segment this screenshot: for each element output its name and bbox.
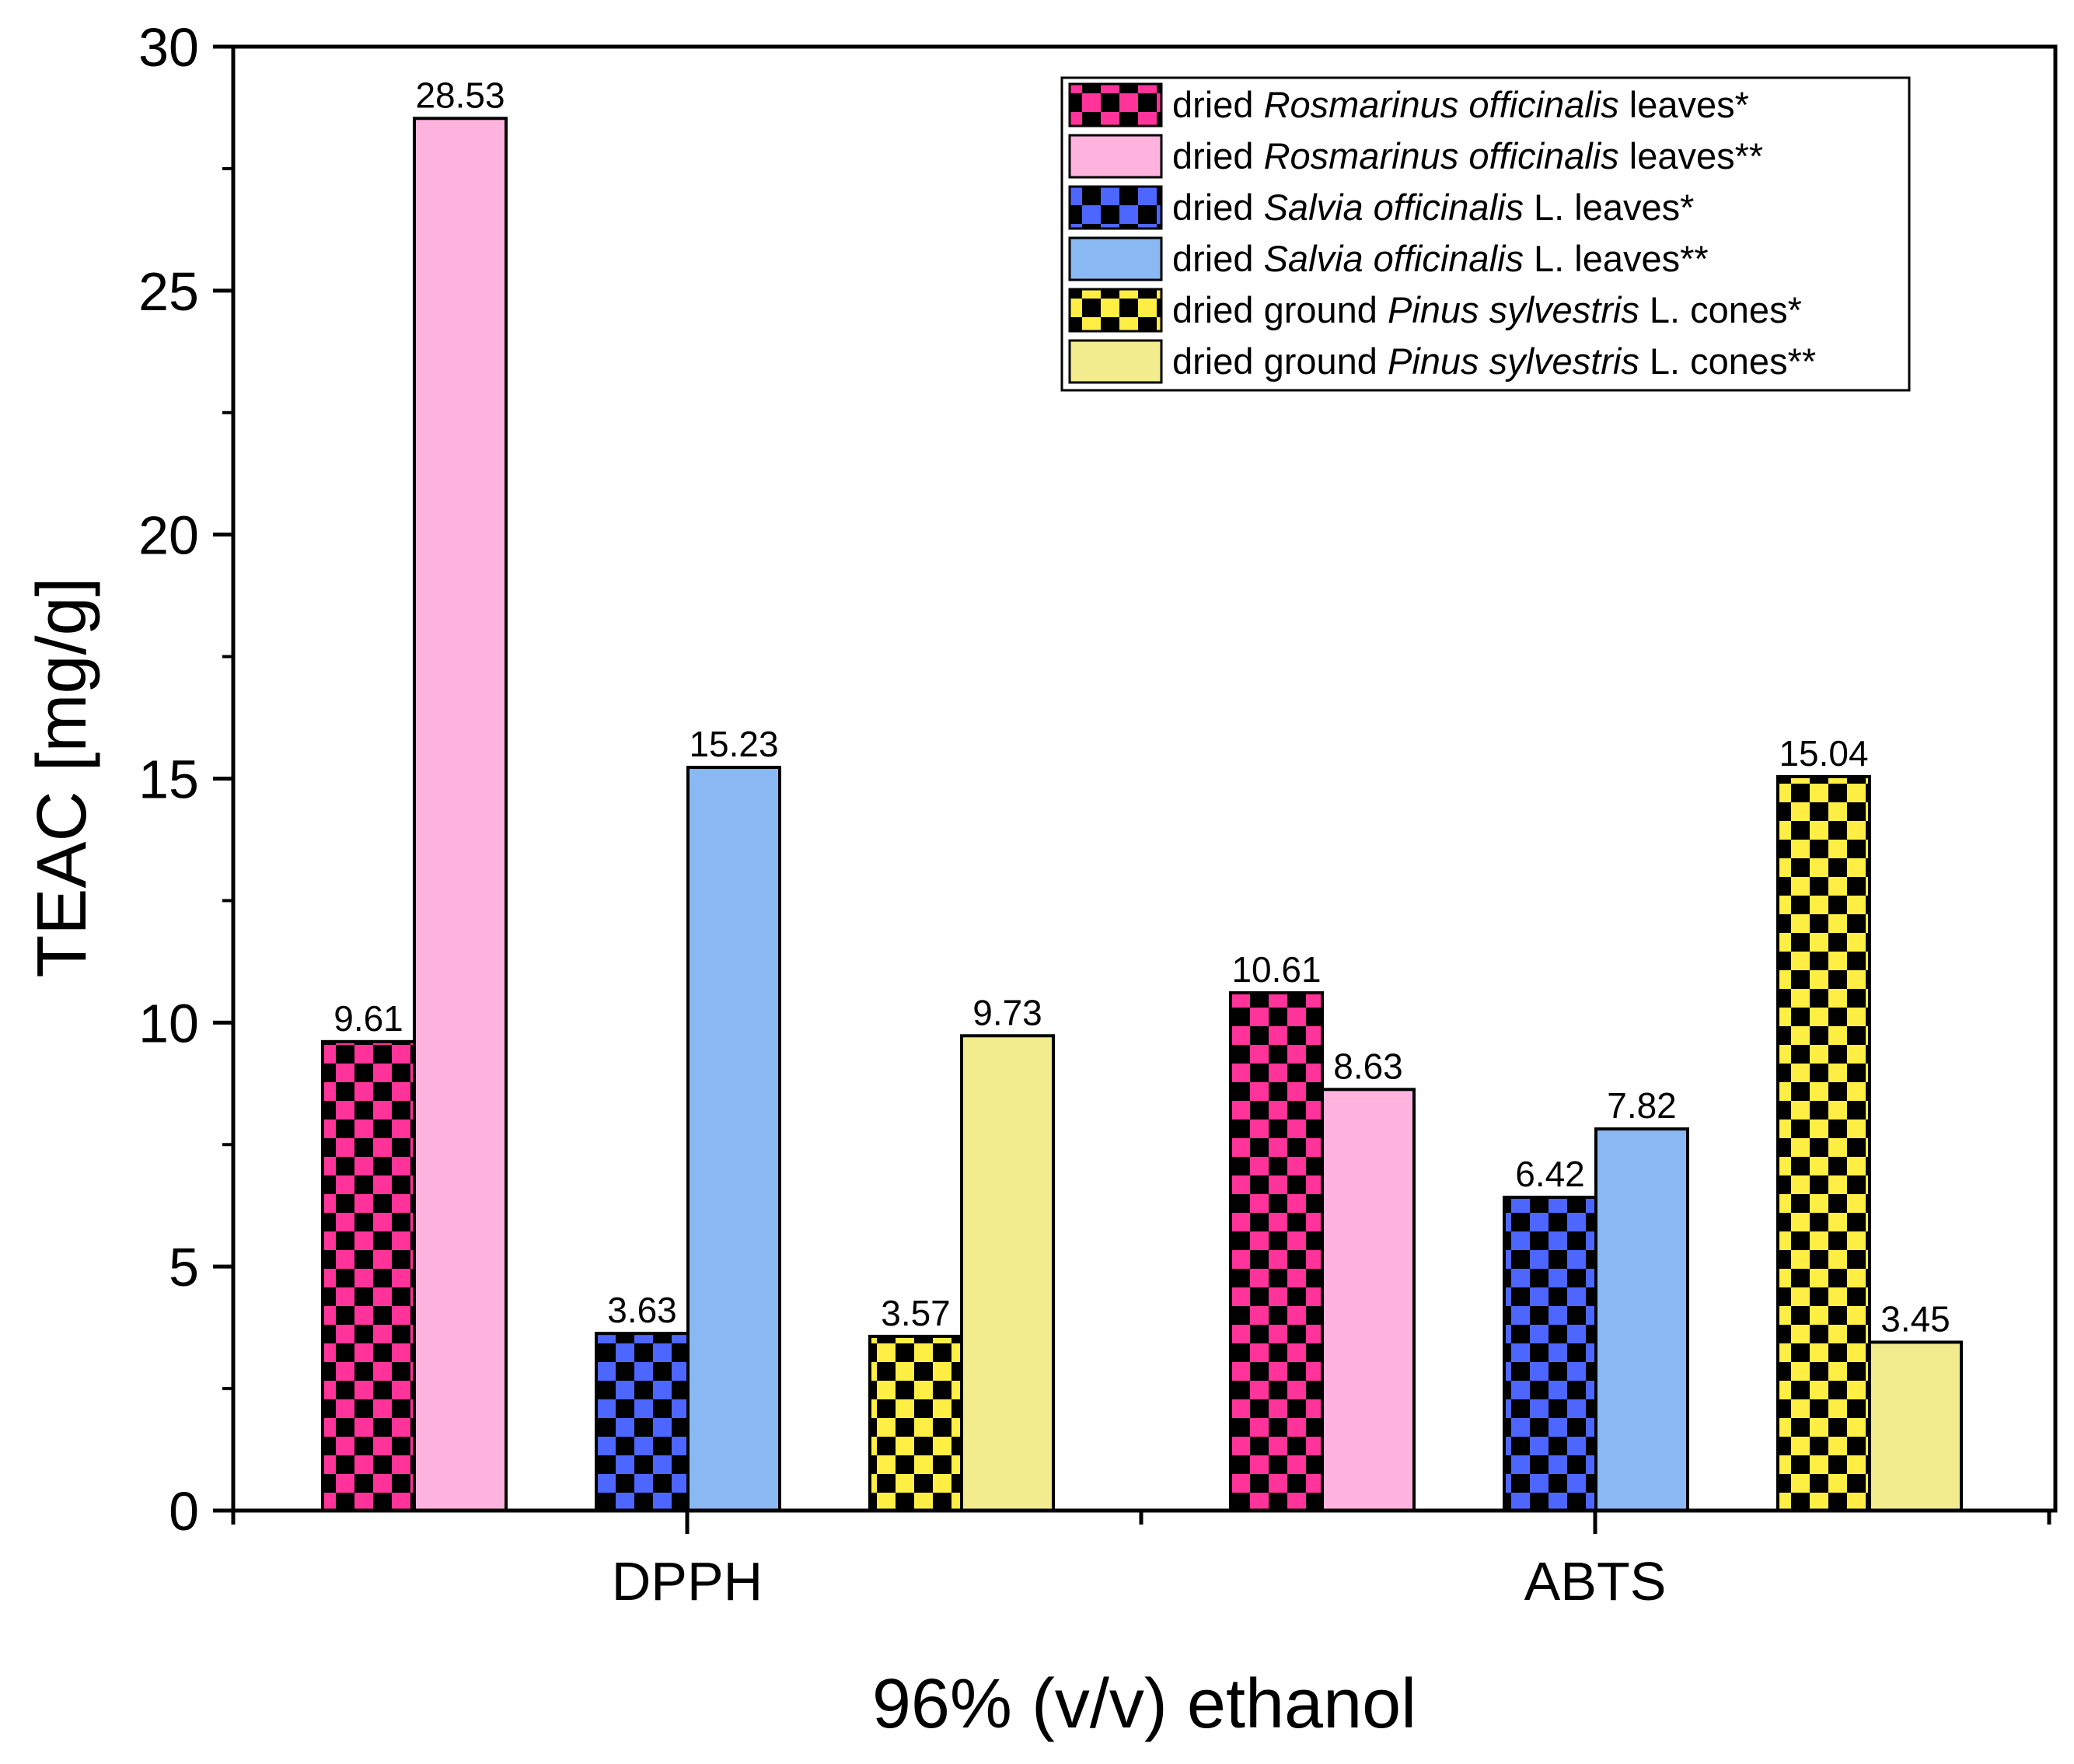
bar-dpph-series-1 bbox=[321, 1039, 416, 1513]
y-tick-label: 25 bbox=[138, 261, 199, 322]
data-label-dpph-series-3: 3.63 bbox=[607, 1290, 677, 1330]
y-tick-label: 20 bbox=[138, 505, 199, 566]
y-tick-label: 30 bbox=[138, 17, 199, 78]
data-label-abts-series-5: 15.04 bbox=[1779, 733, 1868, 774]
y-tick-label: 15 bbox=[138, 749, 199, 810]
legend-swatch-5 bbox=[1068, 288, 1163, 333]
y-tick-label: 10 bbox=[138, 993, 199, 1053]
x-tick-label-dpph: DPPH bbox=[612, 1551, 763, 1612]
bar-abts-series-2 bbox=[1321, 1088, 1416, 1512]
legend-label-4: dried Salvia officinalis L. leaves** bbox=[1172, 238, 1709, 279]
bar-dpph-series-2 bbox=[413, 117, 508, 1513]
bar-dpph-series-5 bbox=[868, 1334, 963, 1512]
bar-dpph-series-6 bbox=[960, 1034, 1055, 1512]
legend-label-3: dried Salvia officinalis L. leaves* bbox=[1172, 187, 1694, 228]
legend-label-6: dried ground Pinus sylvestris L. cones** bbox=[1172, 341, 1816, 382]
legend-swatch-4 bbox=[1068, 236, 1163, 281]
x-tick-label-abts: ABTS bbox=[1524, 1551, 1667, 1612]
legend-swatch-2 bbox=[1068, 134, 1163, 179]
bar-abts-series-6 bbox=[1868, 1340, 1963, 1512]
bar-abts-series-4 bbox=[1594, 1127, 1689, 1512]
data-label-dpph-series-4: 15.23 bbox=[689, 724, 778, 764]
bars-layer bbox=[321, 117, 1963, 1513]
legend: dried Rosmarinus officinalis leaves* drie… bbox=[1060, 76, 1911, 392]
bar-abts-series-3 bbox=[1503, 1196, 1597, 1512]
bar-abts-series-1 bbox=[1229, 991, 1324, 1512]
data-label-dpph-series-2: 28.53 bbox=[415, 75, 505, 115]
legend-box bbox=[1060, 76, 1911, 392]
data-labels-layer: 9.61 28.53 3.63 15.23 3.57 9.73 10.61 8.63 6.42 7… bbox=[333, 75, 1950, 1339]
data-label-dpph-series-5: 3.57 bbox=[881, 1293, 951, 1333]
legend-swatch-3 bbox=[1068, 185, 1163, 230]
legend-label-1: dried Rosmarinus officinalis leaves* bbox=[1172, 84, 1749, 125]
data-label-abts-series-3: 6.42 bbox=[1515, 1154, 1585, 1194]
legend-label-5: dried ground Pinus sylvestris L. cones* bbox=[1172, 289, 1802, 330]
legend-swatch-1 bbox=[1068, 82, 1163, 127]
y-tick-label: 5 bbox=[169, 1237, 199, 1298]
bar-abts-series-5 bbox=[1776, 774, 1871, 1512]
y-tick-label: 0 bbox=[169, 1481, 199, 1542]
data-label-abts-series-6: 3.45 bbox=[1880, 1298, 1950, 1339]
legend-swatch-6 bbox=[1068, 339, 1163, 384]
y-axis-title: TEAC [mg/g] bbox=[23, 577, 101, 977]
data-label-abts-series-2: 8.63 bbox=[1333, 1046, 1403, 1086]
legend-label-2: dried Rosmarinus officinalis leaves** bbox=[1172, 135, 1763, 176]
ticks-layer: 0 5 10 15 20 25 30 DPPH ABTS bbox=[138, 17, 2051, 1612]
data-label-dpph-series-6: 9.73 bbox=[972, 992, 1042, 1032]
data-label-dpph-series-1: 9.61 bbox=[333, 998, 403, 1039]
bar-dpph-series-4 bbox=[686, 766, 781, 1512]
data-label-abts-series-1: 10.61 bbox=[1231, 949, 1321, 990]
bar-dpph-series-3 bbox=[595, 1332, 690, 1512]
x-axis-title: 96% (v/v) ethanol bbox=[872, 1665, 1416, 1743]
data-label-abts-series-4: 7.82 bbox=[1607, 1085, 1677, 1126]
